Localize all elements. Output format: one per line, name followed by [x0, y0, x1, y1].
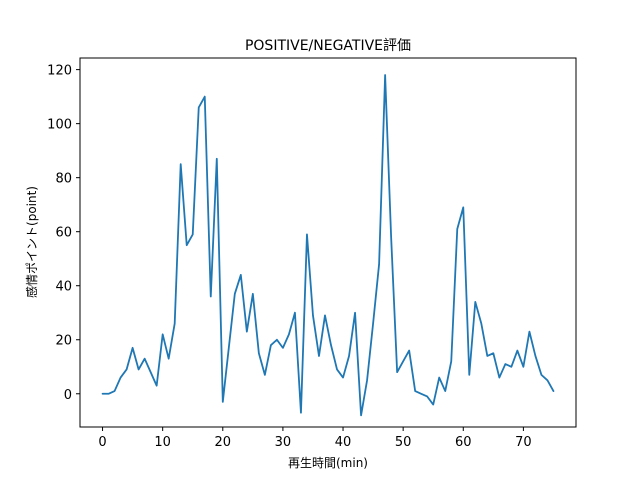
- x-tick-label: 60: [455, 435, 472, 450]
- series-line-0: [101, 74, 555, 417]
- y-tick-label: 0: [64, 388, 72, 403]
- y-tick-label: 20: [55, 334, 72, 349]
- y-tick-label: 60: [55, 226, 72, 241]
- y-axis-label: 感情ポイント(point): [24, 186, 39, 298]
- x-tick-label: 0: [98, 435, 106, 450]
- y-tick-label: 40: [55, 280, 72, 295]
- x-tick-label: 20: [215, 435, 232, 450]
- y-tick-label: 120: [47, 64, 72, 79]
- chart-title: POSITIVE/NEGATIVE評価: [245, 38, 411, 54]
- y-axis-ticks: 0 20 40 60 80 100 120: [47, 64, 80, 403]
- x-tick-label: 30: [275, 435, 292, 450]
- x-tick-label: 10: [154, 435, 171, 450]
- x-tick-label: 40: [335, 435, 352, 450]
- series-layer: [101, 74, 555, 417]
- x-tick-label: 50: [395, 435, 412, 450]
- x-axis-label: 再生時間(min): [288, 456, 368, 470]
- axes-frame: [79, 57, 577, 428]
- y-tick-label: 100: [47, 118, 72, 133]
- y-tick-label: 80: [55, 172, 72, 187]
- x-axis-ticks: 0 10 20 30 40 50 60 70: [98, 427, 532, 450]
- plot-area: 0 10 20 30 40 50 60 70 0 20 40 60 80 100 120: [47, 57, 577, 450]
- x-tick-label: 70: [515, 435, 532, 450]
